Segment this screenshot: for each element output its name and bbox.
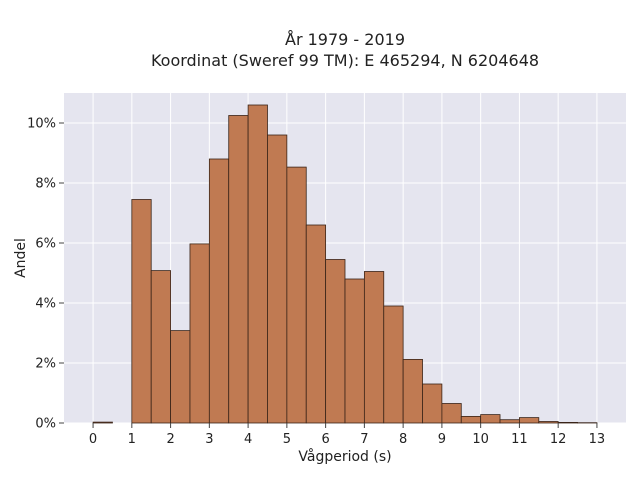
chart-title-line-1: År 1979 - 2019 bbox=[285, 30, 405, 49]
bar-23 bbox=[557, 421, 578, 424]
x-tick-label: 6 bbox=[321, 432, 329, 447]
x-axis-ticks: 0 1 2 3 4 5 6 7 8 9 10 11 12 13 bbox=[89, 423, 605, 447]
bar-3 bbox=[170, 330, 191, 424]
x-tick-label: 2 bbox=[166, 432, 174, 447]
bars bbox=[92, 104, 598, 424]
x-tick-label: 11 bbox=[511, 432, 528, 447]
x-tick-label: 9 bbox=[438, 432, 446, 447]
y-tick-label: 6% bbox=[35, 237, 56, 252]
bar-6 bbox=[228, 115, 249, 424]
y-tick-label: 2% bbox=[35, 357, 56, 372]
bar-7 bbox=[247, 104, 268, 424]
y-tick-label: 0% bbox=[35, 417, 56, 432]
bar-22 bbox=[538, 421, 559, 424]
y-axis-label: Andel bbox=[13, 238, 29, 278]
bar-1 bbox=[131, 199, 152, 424]
bar-11 bbox=[325, 259, 346, 424]
bar-14 bbox=[383, 305, 404, 424]
x-tick-label: 13 bbox=[589, 432, 606, 447]
bar-8 bbox=[267, 134, 288, 424]
bar-9 bbox=[286, 166, 307, 424]
bar-19 bbox=[480, 414, 501, 424]
x-tick-label: 10 bbox=[472, 432, 489, 447]
bar-20 bbox=[499, 419, 520, 424]
y-tick-label: 4% bbox=[35, 297, 56, 312]
x-tick-label: 1 bbox=[128, 432, 136, 447]
x-tick-label: 12 bbox=[550, 432, 567, 447]
bar-12 bbox=[344, 278, 365, 424]
bar-18 bbox=[460, 415, 482, 424]
bar-5 bbox=[208, 158, 230, 424]
bar-15 bbox=[402, 358, 423, 424]
x-tick-label: 8 bbox=[399, 432, 407, 447]
bar-13 bbox=[363, 271, 385, 424]
x-tick-label: 4 bbox=[244, 432, 252, 447]
y-tick-label: 10% bbox=[27, 117, 56, 132]
x-tick-label: 5 bbox=[283, 432, 291, 447]
chart-title-line-2: Koordinat (Sweref 99 TM): E 465294, N 62… bbox=[151, 51, 539, 70]
x-axis-label: Vågperiod (s) bbox=[298, 448, 391, 465]
bar-2 bbox=[150, 270, 171, 424]
bar-4 bbox=[189, 243, 210, 424]
bar-16 bbox=[422, 383, 443, 424]
y-axis-ticks: 0% 2% 4% 6% 8% 10% bbox=[27, 117, 64, 432]
bar-10 bbox=[305, 224, 327, 424]
bar-0 bbox=[92, 421, 113, 424]
bar-21 bbox=[519, 417, 540, 424]
bar-17 bbox=[441, 403, 462, 424]
y-tick-label: 8% bbox=[35, 177, 56, 192]
x-tick-label: 0 bbox=[89, 432, 97, 447]
x-tick-label: 7 bbox=[360, 432, 368, 447]
x-tick-label: 3 bbox=[205, 432, 213, 447]
